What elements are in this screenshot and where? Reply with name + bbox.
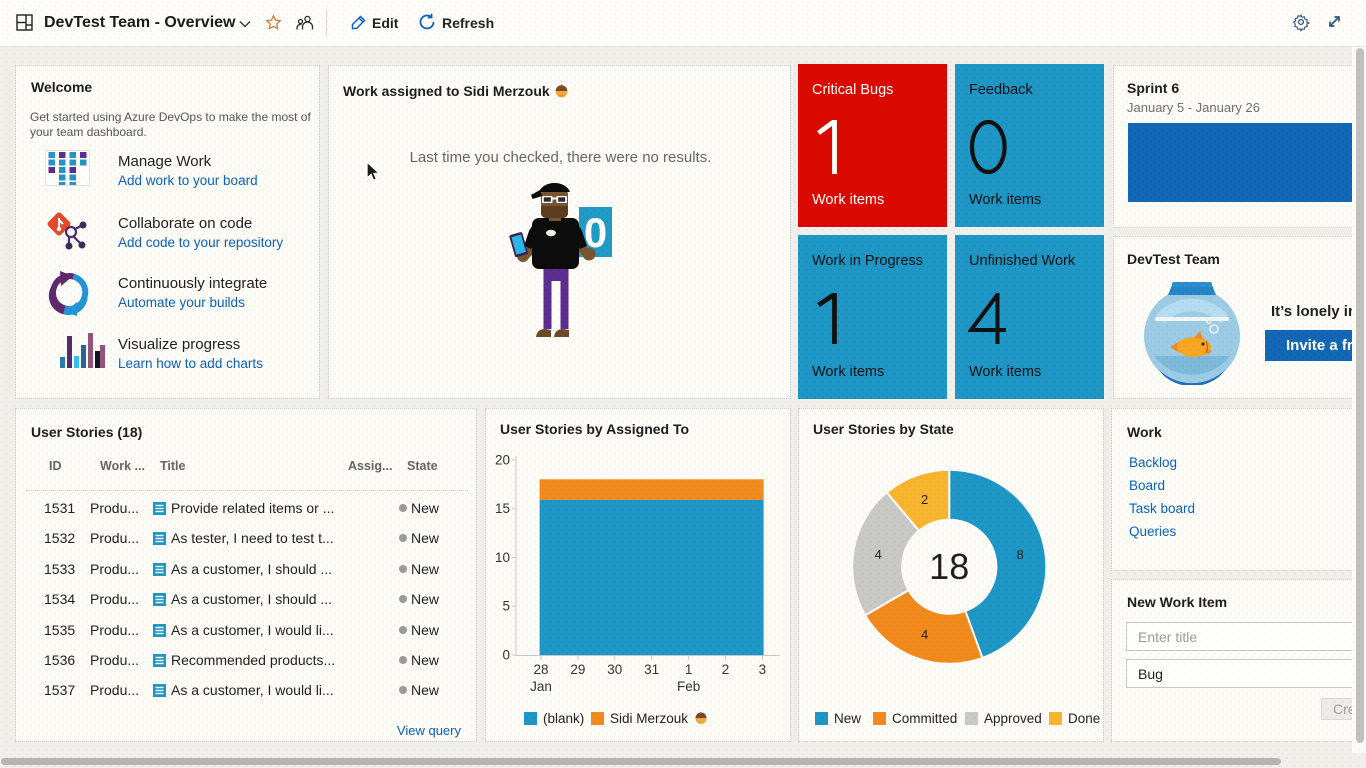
svg-text:Done: Done: [1068, 711, 1100, 726]
svg-text:20: 20: [495, 453, 510, 468]
svg-text:Sidi Merzouk: Sidi Merzouk: [610, 711, 688, 726]
svg-text:Committed: Committed: [892, 711, 957, 726]
svg-text:29: 29: [570, 662, 585, 677]
svg-text:2: 2: [921, 492, 928, 507]
svg-text:Approved: Approved: [984, 711, 1042, 726]
svg-text:18: 18: [929, 546, 969, 587]
svg-text:1: 1: [685, 662, 693, 677]
svg-text:15: 15: [495, 501, 510, 516]
svg-text:8: 8: [1016, 547, 1023, 562]
svg-text:(blank): (blank): [543, 711, 584, 726]
svg-text:Jan: Jan: [530, 679, 552, 694]
svg-text:2: 2: [722, 662, 730, 677]
svg-text:31: 31: [644, 662, 659, 677]
svg-text:4: 4: [875, 547, 882, 562]
svg-text:3: 3: [759, 662, 767, 677]
svg-text:10: 10: [495, 550, 510, 565]
svg-text:4: 4: [921, 627, 928, 642]
svg-text:Feb: Feb: [677, 679, 700, 694]
svg-text:0: 0: [502, 648, 510, 663]
svg-text:28: 28: [533, 662, 548, 677]
svg-text:New: New: [834, 711, 861, 726]
svg-text:5: 5: [502, 599, 510, 614]
svg-text:30: 30: [607, 662, 622, 677]
